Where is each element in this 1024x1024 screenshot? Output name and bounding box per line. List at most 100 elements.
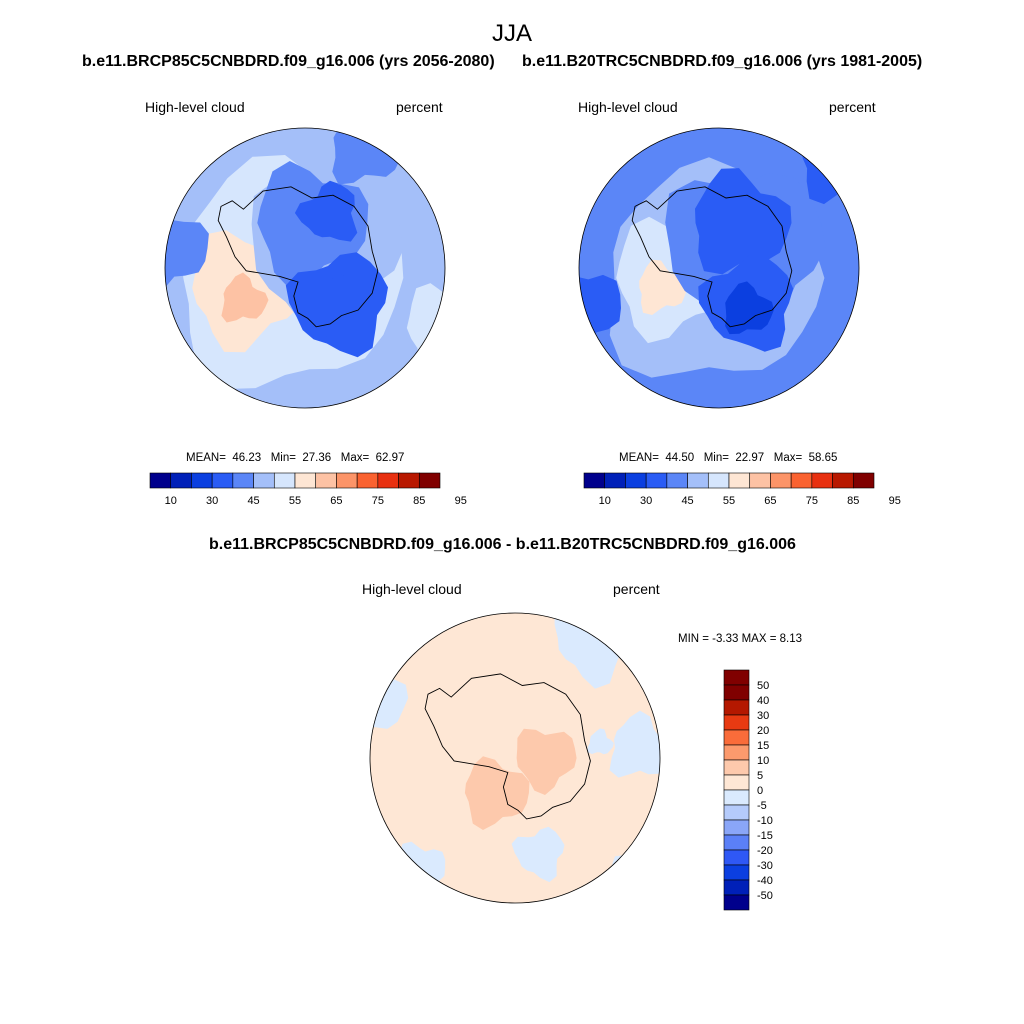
panel2-colorbar-tick-label: 95 — [889, 495, 901, 507]
panel1-map-contour-9 — [406, 283, 445, 377]
panel1-colorbar-swatch-0 — [149, 472, 172, 489]
panel3-colorbar-tick-label: -40 — [757, 875, 773, 887]
panel3-colorbar-swatch-5 — [723, 744, 750, 761]
panel2-mean-value: 44.50 — [665, 452, 695, 464]
panel1-map-contour-10 — [165, 200, 209, 297]
main-title: JJA — [491, 20, 532, 47]
panel1-map-contour-11 — [332, 128, 406, 185]
panel1-map-contour-3 — [221, 272, 269, 323]
panel1-stats: MEAN= 46.23 Min= 27.36 Max= 62.97 — [186, 452, 404, 464]
panel1-colorbar-tick-label: 85 — [413, 495, 425, 507]
panel3-map — [369, 612, 661, 904]
panel2-map-contour-9 — [802, 128, 859, 205]
panel3-colorbar-tick-label: 5 — [757, 770, 763, 782]
panel2-mean-label: MEAN= — [619, 452, 659, 464]
panel2-colorbar-tick-label: 85 — [847, 495, 859, 507]
panel1-map-coastline — [217, 186, 379, 328]
panel2-map-contour-3 — [639, 259, 688, 315]
panel2-colorbar-swatch-6 — [707, 472, 730, 489]
panel2-map-contour-7 — [725, 281, 774, 335]
panel1-colorbar-tick-label: 45 — [247, 495, 259, 507]
panel3-colorbar-swatch-12 — [723, 849, 750, 866]
panel2-colorbar-swatch-12 — [832, 472, 854, 489]
panel2-max-value: 58.65 — [808, 452, 838, 464]
panel2-colorbar-swatch-0 — [583, 472, 606, 489]
panel1-colorbar-swatch-4 — [232, 472, 254, 489]
panel1-colorbar-tick-label: 55 — [289, 495, 301, 507]
panel3-colorbar-swatch-10 — [723, 819, 750, 836]
panel1-map — [164, 127, 446, 409]
panel2-right-label: percent — [829, 99, 876, 115]
panel3-map-contour-3 — [609, 710, 660, 778]
panel2-colorbar-swatch-3 — [645, 472, 668, 489]
panel3-colorbar-swatch-1 — [723, 684, 750, 701]
panel1-min-label: Min= — [270, 452, 296, 464]
panel2-map-field — [579, 128, 859, 408]
panel3-map-coastline — [424, 673, 591, 820]
panel2-map-frame — [578, 127, 860, 409]
panel2-colorbar-swatch-1 — [604, 472, 626, 489]
panel2-min-value: 22.97 — [735, 452, 765, 464]
panel3-colorbar-swatch-11 — [723, 834, 750, 851]
panel1-colorbar-swatch-12 — [398, 472, 420, 489]
panel3-colorbar-tick-label: -5 — [757, 800, 767, 812]
panel1-colorbar-swatch-8 — [315, 472, 337, 489]
panel2-colorbar-tick-label: 65 — [764, 495, 776, 507]
panel1-map-frame — [164, 127, 446, 409]
panel1-map-contour-7 — [310, 274, 375, 339]
panel1-mean-label: MEAN= — [186, 452, 226, 464]
panel3-colorbar-tick-label: 30 — [757, 710, 769, 722]
panel3-map-frame — [369, 612, 661, 904]
panel3-colorbar-tick-label: -15 — [757, 830, 773, 842]
panel3-colorbar-swatch-0 — [723, 669, 750, 686]
panel3-map-contour-6 — [511, 826, 565, 883]
panel2-map — [578, 127, 860, 409]
panel3-colorbar-swatch-15 — [723, 894, 750, 911]
panel3-colorbar-swatch-9 — [723, 804, 750, 821]
panel1-min-value: 27.36 — [302, 452, 332, 464]
panel1-map-contour-8 — [294, 180, 358, 242]
panel2-colorbar-swatch-5 — [687, 472, 709, 489]
panel2-map-coastline — [631, 186, 793, 328]
panel1-colorbar-swatch-7 — [294, 472, 317, 489]
panel1-colorbar-swatch-3 — [211, 472, 234, 489]
panel3-colorbar-tick-label: 40 — [757, 695, 769, 707]
panel3-map-contour-5 — [370, 651, 409, 738]
panel1-colorbar-tick-label: 75 — [372, 495, 384, 507]
panel2-colorbar-swatch-11 — [811, 472, 833, 489]
panel3-colorbar-swatch-2 — [723, 699, 750, 716]
panel1-colorbar: 10 30 45 55 65 75 85 95 — [149, 472, 467, 507]
panel1-colorbar-swatch-11 — [377, 472, 399, 489]
panel1-colorbar-swatch-5 — [253, 472, 275, 489]
panel2-colorbar-tick-label: 55 — [723, 495, 735, 507]
panel1-colorbar-tick-label: 65 — [330, 495, 342, 507]
panel2-colorbar-tick-label: 45 — [681, 495, 693, 507]
panel3-colorbar-tick-label: 10 — [757, 755, 769, 767]
panel1-colorbar-swatch-1 — [170, 472, 192, 489]
panel3-colorbar-swatch-3 — [723, 714, 750, 731]
panel3-colorbar-tick-label: -50 — [757, 890, 773, 902]
panel1-colorbar-swatch-6 — [273, 472, 296, 489]
panel2-stats: MEAN= 44.50 Min= 22.97 Max= 58.65 — [619, 452, 837, 464]
panel2-colorbar-swatch-2 — [625, 472, 647, 489]
panel2-colorbar-tick-label: 10 — [599, 495, 611, 507]
panel2-max-label: Max= — [773, 452, 803, 464]
panel1-colorbar-tick-label: 10 — [165, 495, 177, 507]
panel3-map-field — [370, 613, 660, 903]
panel3-right-label: percent — [613, 581, 660, 597]
panel2-left-label: High-level cloud — [578, 99, 678, 115]
panel3-left-label: High-level cloud — [362, 581, 462, 597]
panel3-colorbar-tick-label: -20 — [757, 845, 773, 857]
panel1-title: b.e11.BRCP85C5CNBDRD.f09_g16.006 (yrs 20… — [82, 53, 495, 70]
panel3-colorbar-swatch-13 — [723, 864, 750, 881]
panel2-title: b.e11.B20TRC5CNBDRD.f09_g16.006 (yrs 198… — [522, 53, 923, 70]
panel2-colorbar-swatch-4 — [666, 472, 688, 489]
panel2-colorbar: 10 30 45 55 65 75 85 95 — [583, 472, 901, 507]
panel1-colorbar-tick-label: 95 — [455, 495, 467, 507]
panel3-colorbar-swatch-6 — [723, 759, 750, 776]
panel2-colorbar-tick-label: 75 — [806, 495, 818, 507]
panel3-map-contour-2 — [516, 728, 577, 795]
panel2-colorbar-tick-label: 30 — [640, 495, 652, 507]
panel3-colorbar-tick-label: -30 — [757, 860, 773, 872]
panel2-colorbar-swatch-13 — [852, 472, 875, 489]
